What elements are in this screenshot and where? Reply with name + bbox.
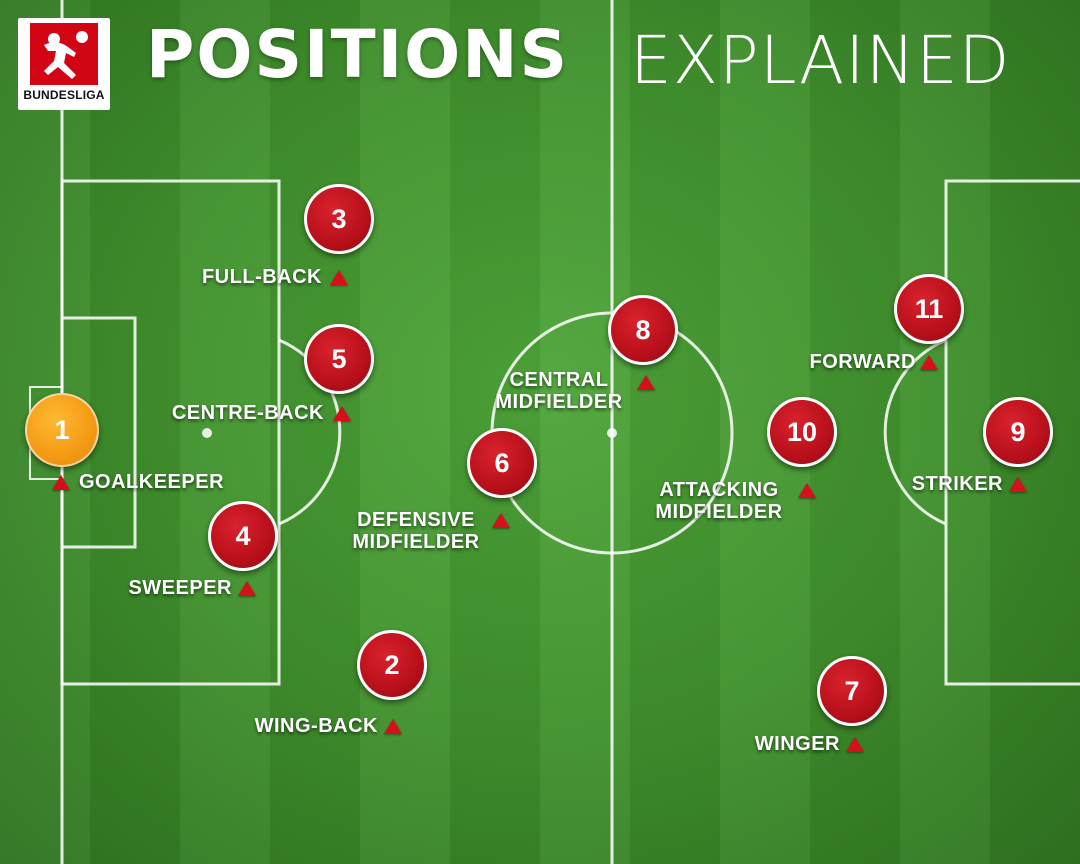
position-label-sweeper: SWEEPER bbox=[128, 577, 232, 599]
position-label-striker: STRIKER bbox=[911, 473, 1003, 495]
triangle-marker-icon bbox=[492, 513, 510, 528]
triangle-marker-icon bbox=[384, 719, 402, 734]
triangle-marker-icon bbox=[1009, 477, 1027, 492]
position-marker-9: 9 bbox=[983, 397, 1053, 467]
triangle-marker-icon bbox=[333, 406, 351, 421]
triangle-marker-icon bbox=[798, 483, 816, 498]
position-marker-10: 10 bbox=[767, 397, 837, 467]
position-marker-7: 7 bbox=[817, 656, 887, 726]
position-marker-3: 3 bbox=[304, 184, 374, 254]
position-label-winger: WINGER bbox=[754, 733, 840, 755]
bundesliga-player-icon bbox=[30, 23, 98, 85]
page-title-bold: POSITIONS bbox=[146, 16, 570, 93]
logo-text: BUNDESLIGA bbox=[23, 88, 105, 102]
triangle-marker-icon bbox=[920, 355, 938, 370]
position-label-centre-back: CENTRE-BACK bbox=[171, 402, 324, 424]
position-label-forward: FORWARD bbox=[809, 351, 916, 373]
position-label-defensive-midfielder: DEFENSIVE MIDFIELDER bbox=[352, 509, 480, 553]
position-marker-6: 6 bbox=[467, 428, 537, 498]
position-label-attacking-midfielder: ATTACKING MIDFIELDER bbox=[655, 479, 783, 523]
position-label-full-back: FULL-BACK bbox=[201, 266, 322, 288]
position-label-wing-back: WING-BACK bbox=[254, 715, 378, 737]
position-marker-8: 8 bbox=[608, 295, 678, 365]
position-label-goalkeeper: GOALKEEPER bbox=[79, 471, 225, 493]
position-marker-11: 11 bbox=[894, 274, 964, 344]
position-marker-1: 1 bbox=[25, 393, 99, 467]
triangle-marker-icon bbox=[52, 475, 70, 490]
bundesliga-logo: BUNDESLIGA bbox=[18, 18, 110, 110]
triangle-marker-icon bbox=[330, 270, 348, 285]
position-marker-5: 5 bbox=[304, 324, 374, 394]
triangle-marker-icon bbox=[637, 375, 655, 390]
triangle-marker-icon bbox=[238, 581, 256, 596]
position-label-central-midfielder: CENTRAL MIDFIELDER bbox=[495, 369, 623, 413]
position-marker-2: 2 bbox=[357, 630, 427, 700]
triangle-marker-icon bbox=[846, 737, 864, 752]
page-title-light: EXPLAINED bbox=[630, 22, 1011, 99]
position-marker-4: 4 bbox=[208, 501, 278, 571]
